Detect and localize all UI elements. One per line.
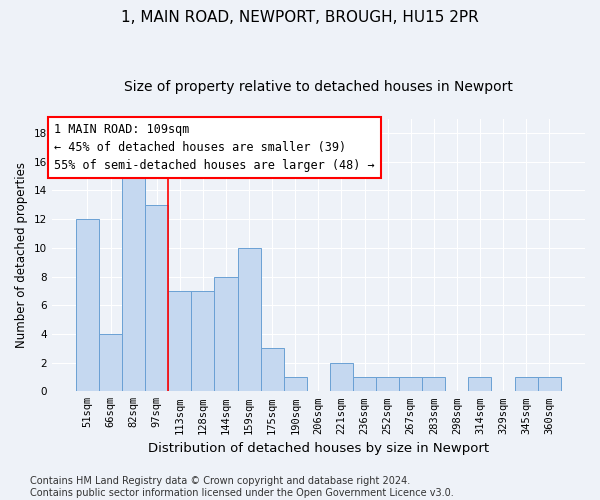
Bar — [122, 176, 145, 392]
Text: Contains HM Land Registry data © Crown copyright and database right 2024.
Contai: Contains HM Land Registry data © Crown c… — [30, 476, 454, 498]
Text: 1, MAIN ROAD, NEWPORT, BROUGH, HU15 2PR: 1, MAIN ROAD, NEWPORT, BROUGH, HU15 2PR — [121, 10, 479, 25]
Bar — [515, 377, 538, 392]
Bar — [168, 291, 191, 392]
Bar — [214, 276, 238, 392]
Y-axis label: Number of detached properties: Number of detached properties — [15, 162, 28, 348]
Bar — [76, 219, 99, 392]
Bar — [99, 334, 122, 392]
X-axis label: Distribution of detached houses by size in Newport: Distribution of detached houses by size … — [148, 442, 489, 455]
Bar — [260, 348, 284, 392]
Bar — [376, 377, 399, 392]
Bar — [399, 377, 422, 392]
Bar — [538, 377, 561, 392]
Bar — [330, 362, 353, 392]
Bar — [469, 377, 491, 392]
Title: Size of property relative to detached houses in Newport: Size of property relative to detached ho… — [124, 80, 513, 94]
Bar — [191, 291, 214, 392]
Bar — [284, 377, 307, 392]
Bar — [238, 248, 260, 392]
Text: 1 MAIN ROAD: 109sqm
← 45% of detached houses are smaller (39)
55% of semi-detach: 1 MAIN ROAD: 109sqm ← 45% of detached ho… — [55, 123, 375, 172]
Bar — [422, 377, 445, 392]
Bar — [145, 205, 168, 392]
Bar — [353, 377, 376, 392]
